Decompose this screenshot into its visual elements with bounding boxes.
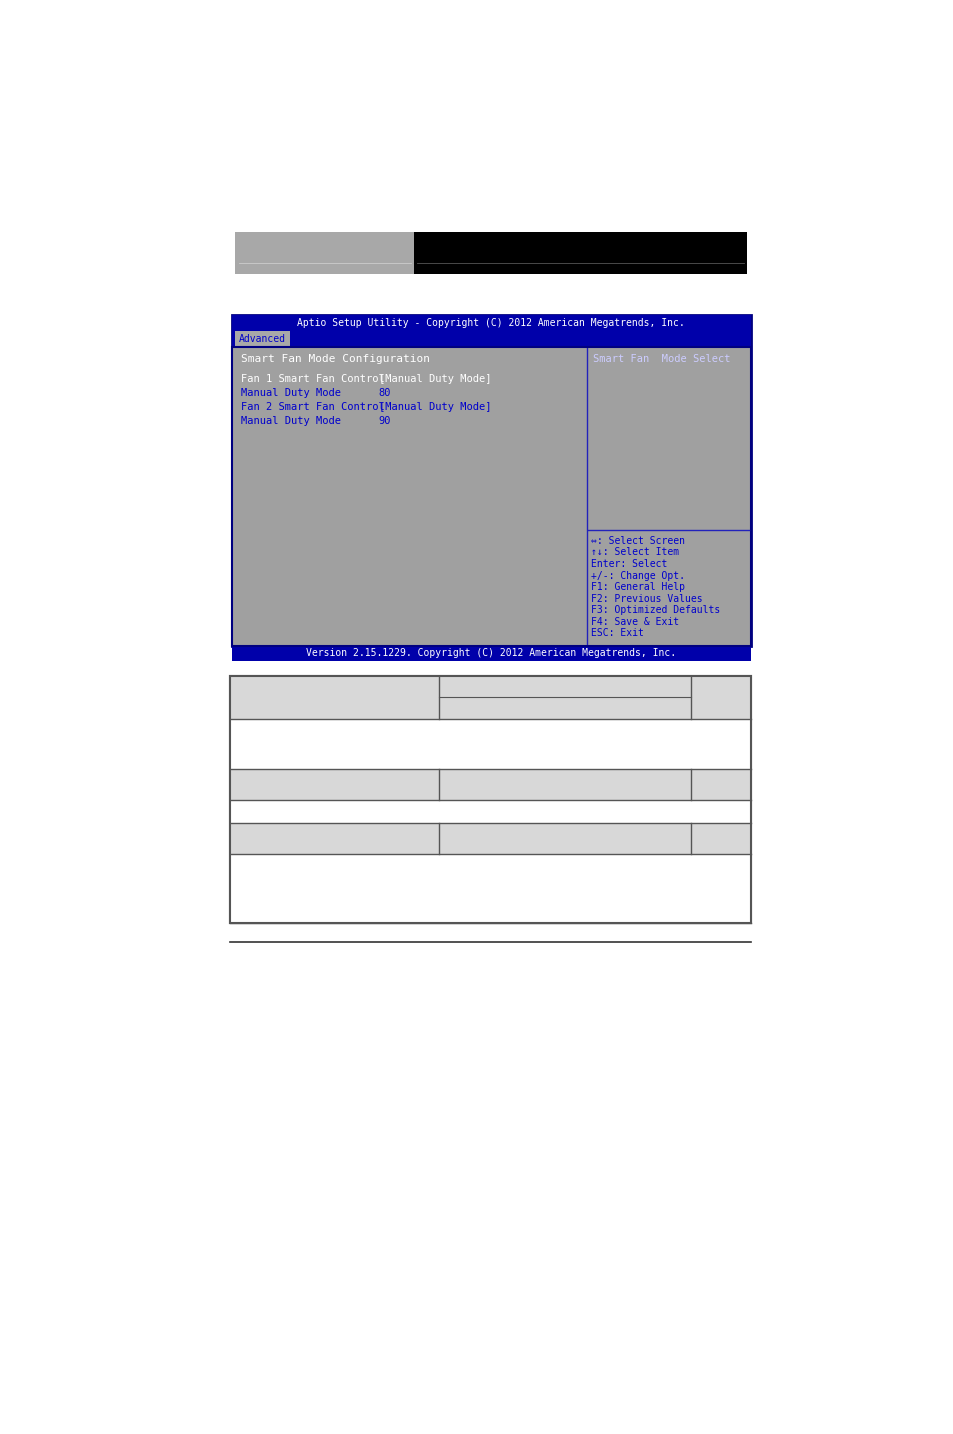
Text: Smart Fan Mode Configuration: Smart Fan Mode Configuration (241, 354, 430, 364)
Bar (235, 232, 414, 274)
Bar (586, 347, 750, 645)
Text: ↑↓: Select Item: ↑↓: Select Item (591, 548, 679, 558)
Bar (414, 232, 746, 274)
Text: F2: Previous Values: F2: Previous Values (591, 594, 702, 604)
Text: 90: 90 (378, 416, 391, 426)
Bar (230, 853, 750, 923)
Text: Smart Fan  Mode Select: Smart Fan Mode Select (592, 354, 729, 364)
Text: Manual Duty Mode: Manual Duty Mode (241, 389, 340, 399)
Text: Aptio Setup Utility - Copyright (C) 2012 American Megatrends, Inc.: Aptio Setup Utility - Copyright (C) 2012… (297, 318, 684, 328)
Text: [Manual Duty Mode]: [Manual Duty Mode] (378, 402, 491, 412)
Text: Version 2.15.1229. Copyright (C) 2012 American Megatrends, Inc.: Version 2.15.1229. Copyright (C) 2012 Am… (306, 648, 676, 658)
Bar (230, 718, 750, 769)
Bar (232, 645, 750, 661)
Text: Enter: Select: Enter: Select (591, 559, 667, 569)
Text: [Manual Duty Mode]: [Manual Duty Mode] (378, 374, 491, 384)
Bar (230, 823, 750, 853)
Bar (232, 314, 750, 331)
Bar (232, 331, 750, 347)
Bar (232, 314, 750, 645)
Text: Fan 1 Smart Fan Control: Fan 1 Smart Fan Control (241, 374, 384, 384)
Text: +/-: Change Opt.: +/-: Change Opt. (591, 571, 684, 581)
Text: Fan 2 Smart Fan Control: Fan 2 Smart Fan Control (241, 402, 384, 412)
Text: F1: General Help: F1: General Help (591, 582, 684, 592)
Text: ⇔: Select Screen: ⇔: Select Screen (591, 536, 684, 546)
Bar (232, 347, 750, 645)
Text: 80: 80 (378, 389, 391, 399)
Bar (230, 677, 750, 718)
Bar (230, 800, 750, 823)
Text: ESC: Exit: ESC: Exit (591, 628, 643, 638)
Text: Advanced: Advanced (239, 334, 286, 344)
Bar (230, 677, 750, 923)
Bar (230, 769, 750, 800)
Bar (232, 347, 586, 645)
Bar (235, 331, 290, 347)
Text: F4: Save & Exit: F4: Save & Exit (591, 617, 679, 627)
Bar (230, 677, 750, 923)
Text: F3: Optimized Defaults: F3: Optimized Defaults (591, 605, 720, 615)
Text: Manual Duty Mode: Manual Duty Mode (241, 416, 340, 426)
